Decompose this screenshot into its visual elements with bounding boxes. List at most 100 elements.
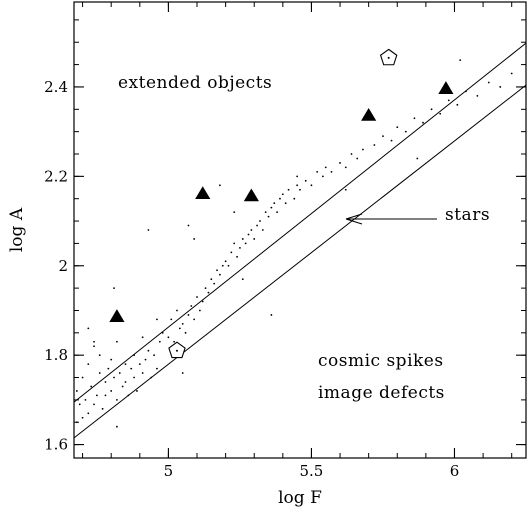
data-point-dot <box>456 103 459 106</box>
data-point-dot <box>138 363 141 366</box>
y-tick-label: 1.6 <box>44 436 68 454</box>
data-point-dot <box>396 126 399 129</box>
data-point-dot <box>373 144 376 146</box>
tick-labels: 5 5.5 6 1.6 1.8 2 2.2 2.4 <box>44 78 459 480</box>
data-point-dot <box>261 229 264 231</box>
data-point-dot <box>136 390 138 392</box>
data-point-dot <box>487 81 490 84</box>
data-point-dot <box>499 86 502 88</box>
data-point-dot <box>167 336 170 339</box>
data-point-dot <box>181 322 184 325</box>
data-point-dot <box>244 242 247 245</box>
data-point-dot <box>156 318 158 321</box>
stars-arrow <box>345 213 437 225</box>
data-point-pentagon-center <box>175 349 178 352</box>
data-point-dot <box>233 242 236 245</box>
data-point-dot <box>430 108 433 111</box>
y-tick-label: 2 <box>58 257 68 275</box>
data-point-dot <box>150 376 153 379</box>
data-point-dot <box>247 233 250 236</box>
data-point-dot <box>230 251 233 254</box>
data-point-dot <box>81 416 84 419</box>
data-point-dot <box>284 202 287 205</box>
data-point-dot <box>321 175 324 178</box>
data-point-dot <box>104 394 107 397</box>
data-point-dot <box>344 188 347 191</box>
data-point-dot <box>324 166 327 169</box>
data-point-pentagon-center <box>387 56 390 59</box>
data-point-dot <box>233 211 236 214</box>
data-point-dot <box>141 372 144 374</box>
data-point-dot <box>310 184 313 187</box>
data-point-dot <box>447 99 450 102</box>
data-point-triangle <box>109 309 125 322</box>
axis-ticks <box>74 2 526 458</box>
data-point-dot <box>116 340 118 343</box>
data-point-dot <box>256 224 258 227</box>
data-point-dot <box>144 358 147 361</box>
data-point-dot <box>95 394 98 397</box>
data-point-dot <box>281 193 284 196</box>
data-point-dot <box>161 331 164 334</box>
data-point-dot <box>124 363 127 366</box>
data-point-dot <box>98 372 101 374</box>
data-point-dot <box>216 269 218 272</box>
data-point-dot <box>253 238 256 240</box>
data-point-dot <box>344 166 347 169</box>
data-point-dot <box>339 162 341 164</box>
data-point-dot <box>204 287 207 290</box>
data-point-dot <box>293 197 296 200</box>
data-point-dot <box>510 72 513 75</box>
data-point-dot <box>156 367 158 370</box>
data-point-dot <box>176 309 178 312</box>
data-point-dot <box>173 340 176 343</box>
data-point-dot <box>465 90 467 93</box>
data-point-dot <box>127 394 130 397</box>
data-point-dot <box>299 188 301 191</box>
data-point-dot <box>476 94 479 97</box>
data-point-dot <box>350 153 353 155</box>
data-point-dot <box>93 340 95 343</box>
data-point-triangle <box>438 81 454 94</box>
data-point-dot <box>104 381 107 383</box>
data-point-triangle <box>195 186 211 200</box>
data-point-dot <box>259 220 261 222</box>
data-point-dot <box>116 398 118 401</box>
data-point-dot <box>87 412 90 415</box>
data-point-dot <box>190 305 193 307</box>
x-tick-label: 6 <box>450 462 460 480</box>
data-point-dot <box>356 157 359 160</box>
data-point-dot <box>296 175 299 178</box>
data-point-dot <box>287 188 290 191</box>
data-point-dot <box>133 354 135 357</box>
data-point-dot <box>133 376 135 379</box>
data-point-dot <box>330 170 333 173</box>
data-point-dot <box>101 407 104 410</box>
data-point-dot <box>116 425 118 428</box>
data-point-dot <box>147 229 150 231</box>
data-point-dot <box>187 314 190 316</box>
data-point-dot <box>98 354 101 357</box>
data-point-dot <box>178 327 181 330</box>
data-point-dot <box>196 296 198 298</box>
data-point-dot <box>459 59 462 62</box>
data-point-dot <box>121 385 124 388</box>
data-point-dot <box>213 282 216 285</box>
data-point-dot <box>81 376 84 379</box>
data-point-dot <box>181 372 184 374</box>
data-point-dot <box>110 390 113 392</box>
data-point-dot <box>210 278 213 281</box>
data-point-dot <box>296 184 299 187</box>
data-point-dot <box>218 184 221 187</box>
data-point-dot <box>273 202 276 205</box>
x-axis-label: log F <box>278 488 322 508</box>
data-point-dot <box>404 130 407 133</box>
data-point-dot <box>93 345 95 348</box>
data-point-dot <box>241 278 244 281</box>
data-point-dot <box>113 376 115 379</box>
data-point-triangle <box>361 108 377 121</box>
data-point-dot <box>390 139 393 142</box>
data-point-dot <box>270 206 273 209</box>
data-point-dot <box>93 403 95 406</box>
data-point-dot <box>130 367 133 370</box>
